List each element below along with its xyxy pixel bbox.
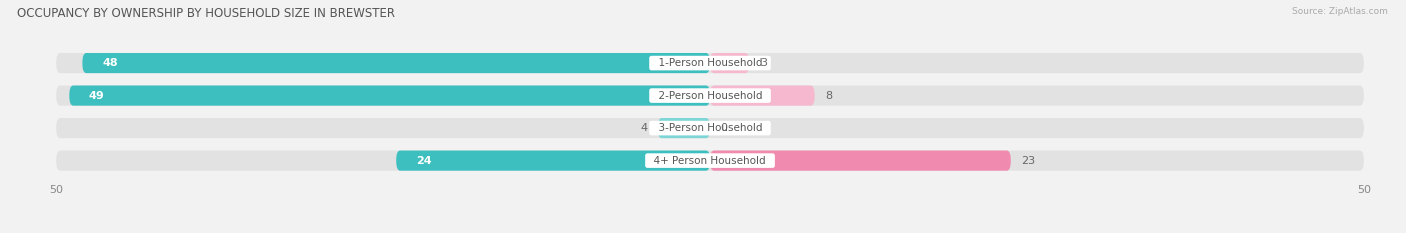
FancyBboxPatch shape	[69, 86, 710, 106]
Text: 8: 8	[825, 91, 832, 101]
Text: 4: 4	[640, 123, 647, 133]
FancyBboxPatch shape	[83, 53, 710, 73]
Text: 48: 48	[103, 58, 118, 68]
Text: 23: 23	[1021, 156, 1035, 166]
FancyBboxPatch shape	[56, 151, 1364, 171]
FancyBboxPatch shape	[658, 118, 710, 138]
Text: 3: 3	[759, 58, 766, 68]
Text: 24: 24	[416, 156, 432, 166]
Text: 0: 0	[720, 123, 727, 133]
Text: 2-Person Household: 2-Person Household	[651, 91, 769, 101]
Text: 4+ Person Household: 4+ Person Household	[648, 156, 772, 166]
FancyBboxPatch shape	[710, 53, 749, 73]
Text: 3-Person Household: 3-Person Household	[651, 123, 769, 133]
FancyBboxPatch shape	[56, 86, 1364, 106]
Text: 1-Person Household: 1-Person Household	[651, 58, 769, 68]
Text: 49: 49	[89, 91, 104, 101]
FancyBboxPatch shape	[56, 118, 1364, 138]
FancyBboxPatch shape	[710, 86, 814, 106]
Text: Source: ZipAtlas.com: Source: ZipAtlas.com	[1292, 7, 1388, 16]
Legend: Owner-occupied, Renter-occupied: Owner-occupied, Renter-occupied	[593, 230, 827, 233]
FancyBboxPatch shape	[710, 151, 1011, 171]
FancyBboxPatch shape	[396, 151, 710, 171]
FancyBboxPatch shape	[56, 53, 1364, 73]
Text: OCCUPANCY BY OWNERSHIP BY HOUSEHOLD SIZE IN BREWSTER: OCCUPANCY BY OWNERSHIP BY HOUSEHOLD SIZE…	[17, 7, 395, 20]
